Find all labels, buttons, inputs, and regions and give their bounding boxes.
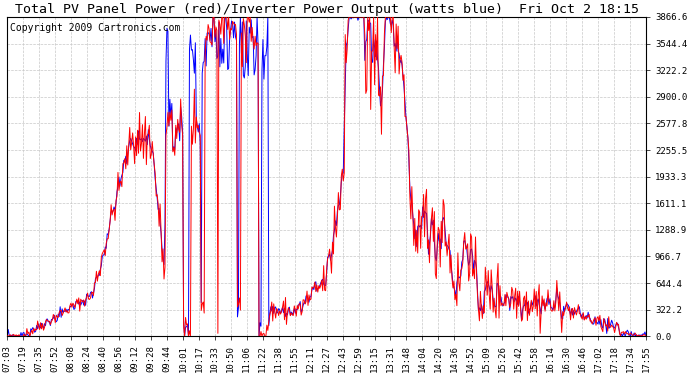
Text: Copyright 2009 Cartronics.com: Copyright 2009 Cartronics.com (10, 23, 181, 33)
Title: Total PV Panel Power (red)/Inverter Power Output (watts blue)  Fri Oct 2 18:15: Total PV Panel Power (red)/Inverter Powe… (14, 3, 639, 16)
